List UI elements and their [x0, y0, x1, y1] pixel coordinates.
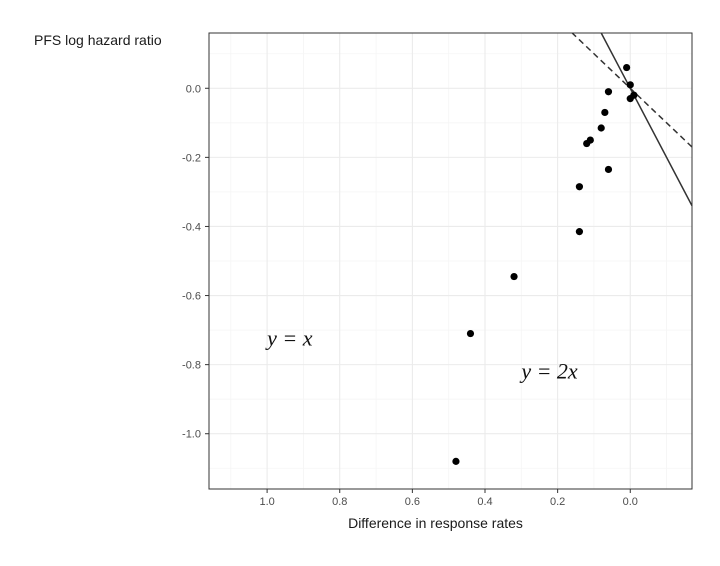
- y-tick-label: -1.0: [182, 429, 201, 441]
- data-point: [626, 95, 634, 103]
- y-tick-label: -0.2: [182, 152, 201, 164]
- data-point: [575, 183, 584, 191]
- plot-frame: [208, 32, 693, 490]
- y-tick-label: -0.8: [182, 360, 201, 372]
- y-tick-label: 0.0: [186, 83, 201, 95]
- y-tick-label: -0.6: [182, 291, 201, 303]
- data-point: [604, 88, 613, 96]
- reference-line-y-equals-x: [571, 32, 693, 148]
- annotation-label: y = 2x: [519, 358, 578, 383]
- y-axis-title: PFS log hazard ratio: [34, 32, 162, 48]
- reference-lines: [571, 32, 693, 207]
- y-axis-ticks: 0.0 -0.2 -0.4 -0.6 -0.8 -1.0: [182, 83, 209, 441]
- data-point: [623, 63, 631, 72]
- annotation-label: y = x: [265, 326, 313, 351]
- x-axis-ticks: 1.0 0.8 0.6 0.4 0.2 0.0: [259, 489, 638, 508]
- x-tick-label: 1.0: [259, 496, 274, 508]
- x-tick-label: 0.2: [550, 496, 565, 508]
- data-point: [583, 139, 591, 148]
- annotations: y = x y = 2x: [265, 326, 578, 384]
- x-tick-label: 0.6: [405, 496, 420, 508]
- data-point: [626, 81, 634, 89]
- data-point: [601, 108, 609, 117]
- data-point: [466, 329, 475, 338]
- y-tick-label: -0.4: [182, 221, 201, 233]
- data-point: [510, 272, 518, 281]
- x-tick-label: 0.8: [332, 496, 347, 508]
- x-tick-label: 0.4: [477, 496, 492, 508]
- grid: [209, 33, 692, 489]
- x-tick-label: 0.0: [623, 496, 638, 508]
- reference-line-y-equals-2x: [600, 32, 693, 207]
- data-point: [452, 457, 460, 465]
- data-points: [452, 63, 638, 465]
- data-point: [604, 165, 613, 174]
- data-point: [597, 124, 605, 132]
- data-point: [575, 228, 584, 236]
- x-axis-title: Difference in response rates: [348, 515, 523, 531]
